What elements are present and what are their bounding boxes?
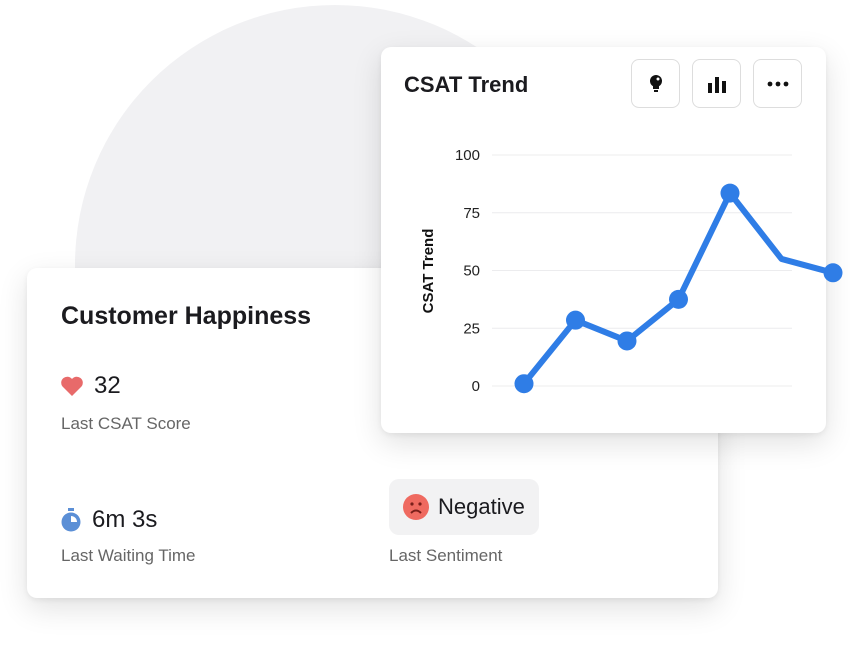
csat-score-value: 32: [94, 372, 121, 399]
insights-button[interactable]: [631, 59, 680, 108]
sad-face-icon: [403, 494, 429, 520]
card-title: Customer Happiness: [61, 302, 312, 330]
waiting-time-label: Last Waiting Time: [61, 546, 196, 565]
waiting-time-value: 6m 3s: [92, 506, 158, 533]
sentiment-badge: Negative: [389, 479, 539, 535]
csat-score-label: Last CSAT Score: [61, 414, 191, 433]
more-options-button[interactable]: [753, 59, 802, 108]
sentiment-value: Negative: [438, 494, 525, 519]
chart-type-button[interactable]: [692, 59, 741, 108]
heart-icon: [61, 376, 83, 396]
csat-score-metric: 32: [60, 372, 121, 400]
waiting-time-metric: 6m 3s: [60, 506, 157, 534]
lightbulb-icon: [649, 74, 662, 92]
sentiment-label: Last Sentiment: [389, 546, 503, 565]
stopwatch-icon: [61, 508, 81, 532]
card-title: CSAT Trend: [404, 72, 529, 97]
more-icon: [767, 81, 788, 86]
bar-chart-icon: [707, 76, 726, 93]
data-point[interactable]: [823, 263, 843, 283]
csat-trend-card: CSAT Trend: [381, 47, 826, 433]
